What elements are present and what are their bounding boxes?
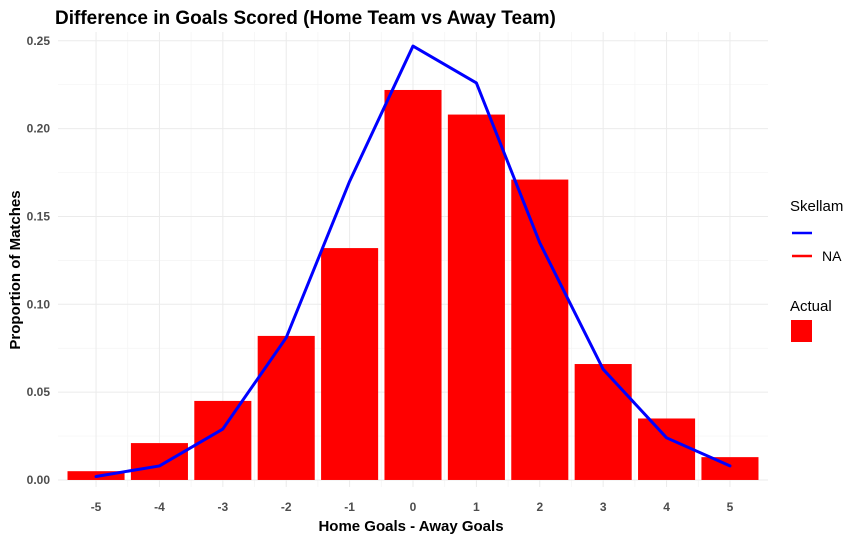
y-tick-label: 0.05: [27, 385, 51, 399]
x-tick-label: 3: [600, 500, 607, 514]
bar-2: [511, 179, 569, 480]
legend-label-na: NA: [822, 248, 842, 264]
x-tick-label: -4: [154, 500, 165, 514]
y-tick-label: 0.10: [27, 297, 51, 311]
y-tick-label: 0.15: [27, 209, 51, 223]
legend-title-actual: Actual: [790, 298, 832, 315]
x-tick-label: 0: [410, 500, 417, 514]
x-tick-label: 5: [727, 500, 734, 514]
x-tick-label: 1: [473, 500, 480, 514]
y-tick-label: 0.20: [27, 122, 51, 136]
x-axis-title: Home Goals - Away Goals: [318, 518, 503, 535]
bar--4: [130, 443, 188, 480]
lines: [94, 44, 732, 478]
y-axis-title: Proportion of Matches: [7, 190, 24, 349]
bar-0: [384, 89, 442, 480]
x-tick-label: 4: [663, 500, 670, 514]
bar-1: [447, 114, 505, 480]
bar-5: [701, 457, 759, 480]
x-tick-label: -3: [217, 500, 228, 514]
x-tick-label: 2: [536, 500, 543, 514]
bar--2: [257, 335, 315, 480]
x-axis-ticks: -5 -4 -3 -2 -1 0 1 2 3 4 5: [91, 500, 734, 514]
legend-title-skellam: Skellam: [790, 198, 843, 215]
x-tick-label: -2: [281, 500, 292, 514]
bars: [67, 89, 759, 480]
bar-4: [638, 418, 696, 480]
y-tick-label: 0.00: [27, 473, 51, 487]
bar-3: [574, 364, 632, 480]
x-tick-label: -1: [344, 500, 355, 514]
chart-title: Difference in Goals Scored (Home Team vs…: [55, 8, 556, 29]
legend-key-actual-box: [791, 320, 812, 342]
legend: Skellam NA Actual: [790, 198, 843, 342]
bar--1: [321, 248, 379, 480]
x-tick-label: -5: [91, 500, 102, 514]
y-axis-ticks: 0.00 0.05 0.10 0.15 0.20 0.25: [27, 34, 51, 487]
y-tick-label: 0.25: [27, 34, 51, 48]
skellam-line: [94, 44, 732, 478]
